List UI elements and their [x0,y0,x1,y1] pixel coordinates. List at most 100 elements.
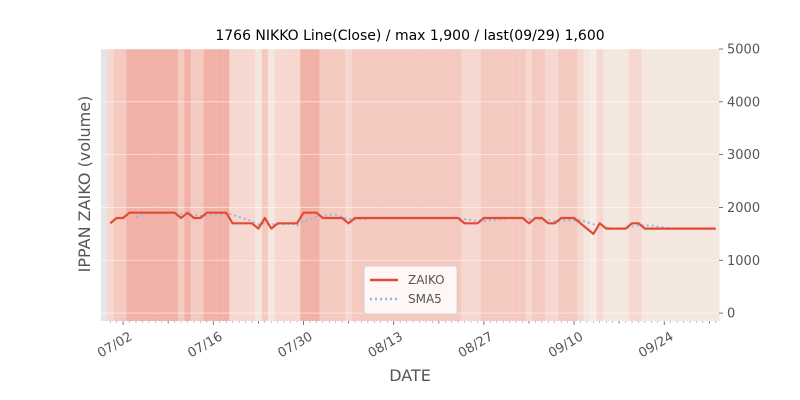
background-band [126,49,134,321]
background-band [693,49,701,321]
background-band [351,49,359,321]
background-band [158,49,166,321]
background-band [229,49,237,321]
background-band [203,49,211,321]
background-band [280,49,288,321]
background-band [216,49,224,321]
legend-label-zaiko: ZAIKO [408,273,445,287]
background-band [506,49,514,321]
y-axis-label: IPPAN ZAIKO (volume) [75,96,94,273]
background-band [628,49,636,321]
x-tick-label: 07/30 [276,329,316,361]
background-band [635,49,643,321]
background-band [248,49,256,321]
background-band [609,49,617,321]
background-band [190,49,198,321]
background-band [364,49,372,321]
x-axis-ticks: 07/02 07/16 07/30 08/13 08/27 09/10 09/24 [95,321,717,361]
x-tick-label: 07/16 [185,329,225,361]
background-band [699,49,707,321]
background-band [390,49,398,321]
background-band [706,49,714,321]
background-band [474,49,482,321]
x-tick-label: 08/13 [366,329,406,361]
background-band [622,49,630,321]
background-band [132,49,140,321]
background-band [661,49,669,321]
background-band [403,49,411,321]
background-band [396,49,404,321]
background-band [525,49,533,321]
background-band [590,49,598,321]
background-band [499,49,508,321]
background-band [345,49,353,321]
legend-label-sma5: SMA5 [408,292,442,306]
background-band [641,49,649,321]
background-band [338,49,346,321]
background-band [615,49,623,321]
background-band [422,49,430,321]
background-band [152,49,160,321]
background-band [583,49,591,321]
background-band [255,49,263,321]
background-band [416,49,424,321]
background-band [493,49,501,321]
y-axis-ticks: 0 1000 2000 3000 4000 5000 [719,43,760,322]
background-band [332,49,340,321]
background-band [480,49,488,321]
x-tick-label: 09/24 [636,329,676,361]
background-band [210,49,218,321]
legend-box [363,265,458,315]
x-tick-label: 07/02 [95,329,135,361]
background-band [293,49,301,321]
legend: ZAIKO SMA5 [363,265,458,315]
background-band [164,49,173,321]
background-band [235,49,243,321]
plot-area [101,48,720,321]
y-tick-label: 4000 [727,95,760,110]
background-band [300,49,308,321]
x-tick-label: 09/10 [546,329,586,361]
background-band [358,49,366,321]
background-band [319,49,327,321]
background-band [467,49,475,321]
background-band [564,49,572,321]
background-band [139,49,147,321]
background-band [261,49,269,321]
background-band [570,49,578,321]
background-band [119,49,127,321]
background-band [532,49,540,321]
background-band [487,49,495,321]
background-band [538,49,546,321]
background-band [680,49,688,321]
y-tick-label: 0 [727,307,735,322]
background-band [435,49,443,321]
background-band [242,49,250,321]
background-band [603,49,611,321]
background-band [107,49,115,321]
background-band [177,49,185,321]
background-band [648,49,656,321]
background-band [519,49,527,321]
background-band [326,49,334,321]
background-band [454,49,462,321]
background-band [551,49,559,321]
background-band [287,49,295,321]
background-band [313,49,321,321]
background-band [429,49,437,321]
background-band [654,49,662,321]
background-band [268,49,276,321]
y-tick-label: 5000 [727,43,760,58]
background-band [171,49,179,321]
background-band [184,49,192,321]
background-band [377,49,385,321]
background-band [384,49,392,321]
background-band [686,49,694,321]
background-band [441,49,450,321]
background-band [409,49,417,321]
background-band [667,49,675,321]
y-tick-label: 2000 [727,201,760,216]
background-band [557,49,565,321]
background-band [222,49,230,321]
background-band [673,49,681,321]
